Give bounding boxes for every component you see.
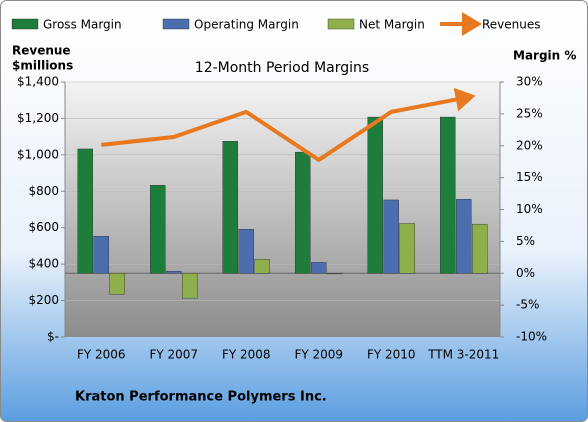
legend-label: Gross Margin xyxy=(43,18,122,32)
y-tick-label: $800 xyxy=(28,184,59,198)
legend-label: Revenues xyxy=(482,18,541,32)
bar xyxy=(440,116,456,274)
source-label: Kraton Performance Polymers Inc. xyxy=(75,390,327,405)
y2-tick-label: 5% xyxy=(516,234,535,248)
x-tick-label: FY 2009 xyxy=(294,348,343,362)
y2-tick-label: 30% xyxy=(516,75,543,89)
y-tick-label: $200 xyxy=(28,293,59,307)
legend-swatch xyxy=(11,18,39,30)
y2-axis-label: Margin % xyxy=(513,49,576,63)
legend-swatch xyxy=(162,18,190,30)
bar xyxy=(456,199,472,274)
x-tick-label: FY 2007 xyxy=(149,348,198,362)
x-tick-label: TTM 3-2011 xyxy=(427,348,499,362)
chart-title: 12-Month Period Margins xyxy=(195,60,369,76)
bar xyxy=(182,273,198,299)
y2-tick-label: -5% xyxy=(516,298,539,312)
legend-swatch xyxy=(327,18,355,30)
y2-tick-label: -10% xyxy=(516,330,547,344)
y-axis-label: $millions xyxy=(12,59,73,73)
y-tick-label: $1,200 xyxy=(17,111,59,125)
line xyxy=(101,87,476,162)
y2-tick-label: 25% xyxy=(516,106,543,120)
x-tick-label: FY 2006 xyxy=(77,348,126,362)
bar xyxy=(327,273,343,275)
plot-area xyxy=(65,82,500,337)
y2-tick-label: 15% xyxy=(516,170,543,184)
y-tick-label: $400 xyxy=(28,257,59,271)
bar xyxy=(399,223,415,274)
bar xyxy=(93,236,109,274)
y2-tick-label: 0% xyxy=(516,266,535,280)
bar xyxy=(383,199,399,274)
y-tick-label: $600 xyxy=(28,220,59,234)
bar xyxy=(254,259,270,274)
bar xyxy=(311,262,327,274)
bar xyxy=(472,223,488,274)
bar xyxy=(238,229,254,274)
y-axis-label: Revenue xyxy=(12,44,71,58)
bar xyxy=(222,141,238,274)
y-tick-label: $1,400 xyxy=(17,75,59,89)
bar xyxy=(295,151,311,274)
bar xyxy=(367,116,383,274)
y2-tick-label: 10% xyxy=(516,202,543,216)
y2-tick-label: 20% xyxy=(516,138,543,152)
y-tick-label: $1,000 xyxy=(17,147,59,161)
bar xyxy=(166,271,182,274)
y-tick-label: $- xyxy=(47,330,59,344)
legend-label: Operating Margin xyxy=(194,18,299,32)
legend-label: Net Margin xyxy=(359,18,425,32)
x-tick-label: FY 2008 xyxy=(222,348,271,362)
bar xyxy=(109,273,125,295)
bar xyxy=(150,185,166,274)
bar xyxy=(77,148,93,274)
x-tick-label: FY 2010 xyxy=(367,348,416,362)
